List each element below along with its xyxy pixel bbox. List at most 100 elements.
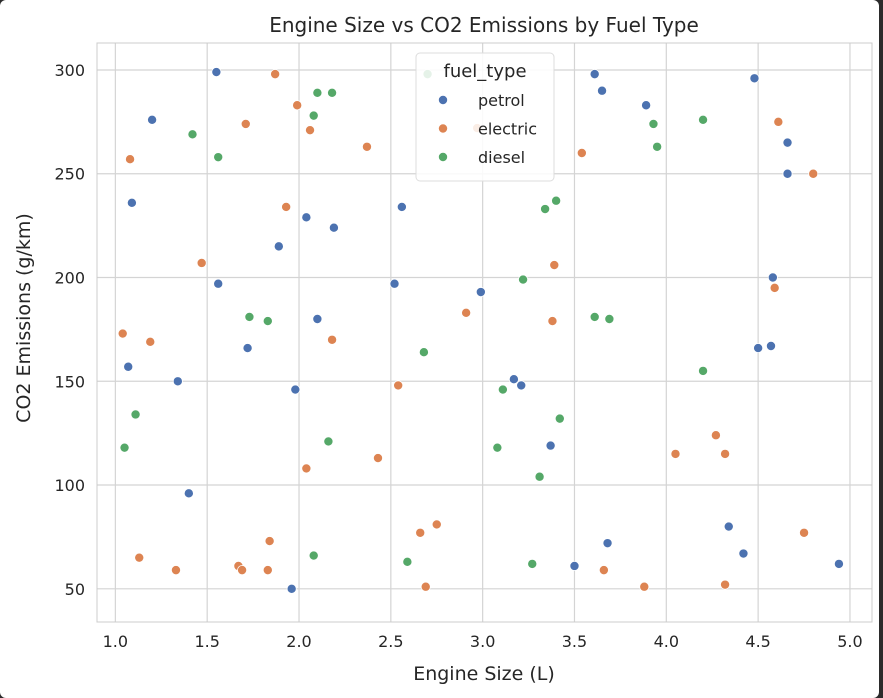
y-tick-label: 250 [54, 165, 85, 184]
data-point-petrol [749, 73, 760, 84]
y-tick-label: 100 [54, 476, 85, 495]
legend-title: fuel_type [443, 61, 526, 82]
data-point-diesel [604, 314, 615, 325]
x-axis-label: Engine Size (L) [413, 663, 555, 685]
y-tick-label: 50 [65, 580, 85, 599]
data-point-petrol [126, 197, 137, 208]
data-point-petrol [301, 212, 312, 223]
data-point-petrol [213, 278, 224, 289]
data-point-electric [372, 453, 383, 464]
data-point-electric [393, 380, 404, 391]
data-point-petrol [782, 168, 793, 179]
data-point-electric [281, 201, 292, 212]
x-tick-label: 1.5 [194, 632, 219, 651]
legend-label-diesel: diesel [478, 148, 525, 167]
data-point-electric [769, 282, 780, 293]
data-point-diesel [402, 556, 413, 567]
legend-items: petrol electric diesel [437, 91, 537, 167]
data-point-electric [361, 141, 372, 152]
data-point-diesel [492, 442, 503, 453]
data-point-petrol [328, 222, 339, 233]
data-point-electric [134, 552, 145, 563]
data-point-diesel [187, 129, 198, 140]
legend-label-electric: electric [478, 120, 537, 139]
data-point-petrol [589, 69, 600, 80]
legend-marker-petrol [437, 95, 448, 106]
data-point-petrol [597, 85, 608, 96]
data-point-petrol [641, 100, 652, 111]
data-point-electric [415, 527, 426, 538]
x-tick-label: 2.5 [378, 632, 403, 651]
data-point-petrol [765, 340, 776, 351]
data-point-petrol [312, 314, 323, 325]
data-point-diesel [213, 152, 224, 163]
data-point-electric [270, 69, 281, 80]
data-point-petrol [569, 560, 580, 571]
x-tick-label: 3.5 [562, 632, 587, 651]
data-point-diesel [527, 558, 538, 569]
data-point-electric [639, 581, 650, 592]
data-point-electric [170, 565, 181, 576]
data-point-electric [125, 154, 136, 165]
data-point-petrol [286, 583, 297, 594]
data-point-diesel [130, 409, 141, 420]
data-point-petrol [723, 521, 734, 532]
x-tick-label: 2.0 [286, 632, 311, 651]
legend-label-petrol: petrol [478, 91, 525, 110]
data-point-electric [145, 336, 156, 347]
data-point-diesel [698, 114, 709, 125]
legend-marker-diesel [437, 151, 448, 162]
data-point-petrol [396, 201, 407, 212]
data-point-diesel [312, 87, 323, 98]
data-point-diesel [554, 413, 565, 424]
data-point-petrol [738, 548, 749, 559]
data-point-electric [292, 100, 303, 111]
data-point-diesel [540, 204, 551, 215]
data-point-diesel [244, 311, 255, 322]
data-point-diesel [652, 141, 663, 152]
data-point-electric [327, 334, 338, 345]
data-point-petrol [602, 538, 613, 549]
data-point-electric [547, 316, 558, 327]
data-point-petrol [123, 361, 134, 372]
chart-title: Engine Size vs CO2 Emissions by Fuel Typ… [269, 13, 699, 37]
x-tick-label: 5.0 [837, 632, 862, 651]
data-point-electric [305, 125, 316, 136]
data-point-diesel [323, 436, 334, 447]
data-point-diesel [497, 384, 508, 395]
data-points [117, 67, 844, 594]
x-tick-label: 4.0 [654, 632, 679, 651]
legend-marker-electric [437, 123, 448, 134]
data-point-electric [301, 463, 312, 474]
data-point-electric [264, 536, 275, 547]
data-point-petrol [389, 278, 400, 289]
data-point-petrol [782, 137, 793, 148]
data-point-electric [549, 260, 560, 271]
data-point-electric [773, 116, 784, 127]
data-point-petrol [545, 440, 556, 451]
data-point-electric [598, 565, 609, 576]
data-point-electric [670, 448, 681, 459]
data-point-petrol [508, 374, 519, 385]
data-point-electric [576, 147, 587, 158]
data-point-diesel [308, 110, 319, 121]
data-point-electric [117, 328, 128, 339]
plot-area [96, 42, 873, 623]
x-tick-label: 1.0 [103, 632, 128, 651]
data-point-petrol [516, 380, 527, 391]
data-point-petrol [475, 287, 486, 298]
data-point-petrol [242, 343, 253, 354]
data-point-electric [262, 565, 273, 576]
data-point-electric [420, 581, 431, 592]
data-point-electric [196, 257, 207, 268]
data-point-diesel [551, 195, 562, 206]
data-point-diesel [698, 365, 709, 376]
y-tick-label: 200 [54, 269, 85, 288]
data-point-petrol [273, 241, 284, 252]
data-point-diesel [518, 274, 529, 285]
data-point-electric [808, 168, 819, 179]
data-point-diesel [534, 471, 545, 482]
x-tick-label: 3.0 [470, 632, 495, 651]
data-point-electric [720, 579, 731, 590]
